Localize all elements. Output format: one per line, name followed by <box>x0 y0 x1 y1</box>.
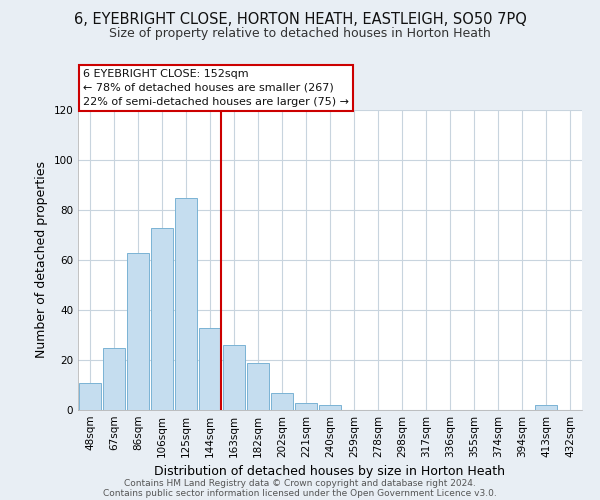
Bar <box>295 402 317 410</box>
X-axis label: Distribution of detached houses by size in Horton Heath: Distribution of detached houses by size … <box>155 466 505 478</box>
Text: Contains HM Land Registry data © Crown copyright and database right 2024.: Contains HM Land Registry data © Crown c… <box>124 478 476 488</box>
Bar <box>199 328 221 410</box>
Bar <box>151 228 173 410</box>
Bar <box>103 348 125 410</box>
Bar <box>223 345 245 410</box>
Text: 6, EYEBRIGHT CLOSE, HORTON HEATH, EASTLEIGH, SO50 7PQ: 6, EYEBRIGHT CLOSE, HORTON HEATH, EASTLE… <box>74 12 526 28</box>
Bar <box>271 392 293 410</box>
Bar <box>319 405 341 410</box>
Text: 6 EYEBRIGHT CLOSE: 152sqm
← 78% of detached houses are smaller (267)
22% of semi: 6 EYEBRIGHT CLOSE: 152sqm ← 78% of detac… <box>83 69 349 107</box>
Bar <box>127 252 149 410</box>
Bar <box>175 198 197 410</box>
Bar <box>247 362 269 410</box>
Text: Contains public sector information licensed under the Open Government Licence v3: Contains public sector information licen… <box>103 488 497 498</box>
Y-axis label: Number of detached properties: Number of detached properties <box>35 162 48 358</box>
Bar <box>79 382 101 410</box>
Text: Size of property relative to detached houses in Horton Heath: Size of property relative to detached ho… <box>109 28 491 40</box>
Bar <box>535 405 557 410</box>
